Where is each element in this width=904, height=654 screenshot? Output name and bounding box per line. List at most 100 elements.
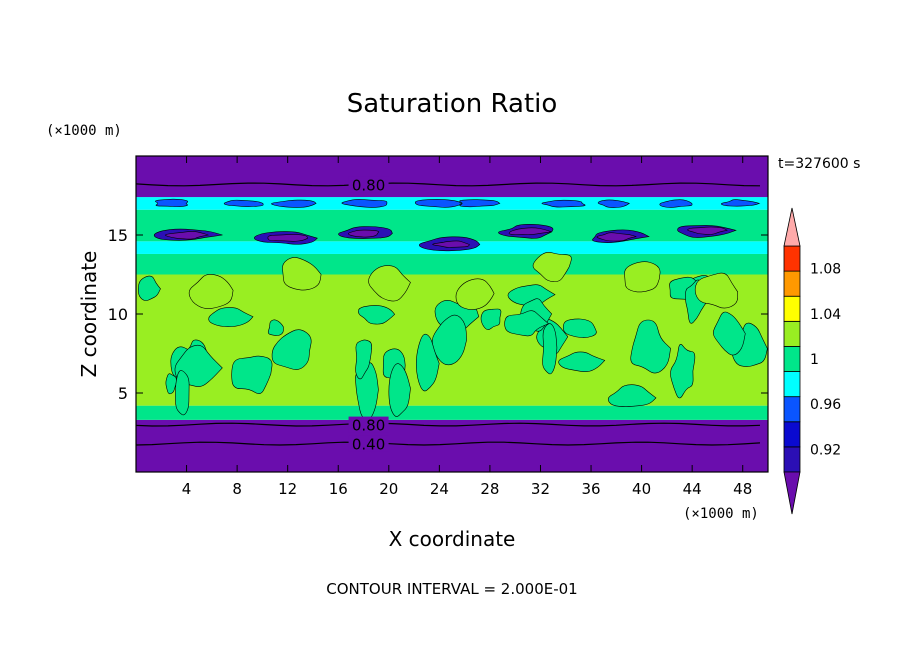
cell-streak-8: [659, 199, 693, 208]
y-tick-label-2: 15: [108, 226, 128, 245]
cell-lime-1: [282, 257, 322, 291]
cell-green-12: [507, 284, 556, 307]
cell-streak-5: [459, 199, 501, 208]
x-tick-label-11: 48: [733, 480, 752, 498]
contour-line-0: [136, 182, 761, 187]
colorbar-swatch-0: [783, 446, 801, 473]
colorbar-swatch-8: [783, 245, 801, 272]
cell-green-33: [558, 351, 606, 373]
cell-green-9: [480, 308, 502, 330]
band-5: [136, 209, 768, 242]
cell-streak-6: [541, 199, 586, 208]
cell-lime-4: [532, 252, 572, 283]
x-tick-label-5: 24: [430, 480, 449, 498]
x-tick-label-0: 4: [182, 480, 192, 498]
colorbar-swatch-2: [783, 396, 801, 423]
cell-streak-3: [341, 199, 388, 208]
x-tick-label-8: 36: [581, 480, 600, 498]
x-tick-label-7: 32: [531, 480, 550, 498]
cell-lime-3: [455, 278, 495, 310]
cell-green-17: [267, 319, 284, 336]
cell-green-1: [357, 305, 396, 325]
colorbar-swatch-5: [783, 320, 801, 347]
cell-green-28: [175, 370, 190, 416]
x-unit-label: (×1000 m): [683, 506, 759, 522]
cell-green-16: [731, 322, 768, 367]
y-unit-label: (×1000 m): [46, 123, 122, 139]
colorbar-label-3: 1.04: [810, 307, 841, 323]
colorbar-over-triangle: [783, 207, 801, 247]
x-tick-label-4: 20: [379, 480, 398, 498]
cell-green-31: [607, 384, 657, 407]
band-7: [136, 156, 768, 198]
cell-streak-2: [271, 199, 317, 208]
cell-streak-4: [414, 199, 463, 208]
cell-purple-4: [508, 227, 552, 235]
cell-green-23: [231, 355, 273, 394]
cell-green-24: [713, 311, 746, 356]
colorbar-swatch-1: [783, 421, 801, 448]
saturation-cells: [137, 198, 768, 420]
y-axis: 5 10 15: [108, 226, 768, 403]
contour-label-bg-1: [348, 416, 389, 433]
y-tick-label-0: 5: [118, 384, 128, 403]
x-tick-label-3: 16: [329, 480, 348, 498]
cell-green-8: [670, 343, 696, 399]
cell-purple-2: [347, 229, 380, 238]
x-tick-label-2: 12: [278, 480, 297, 498]
cell-streak-9: [721, 199, 761, 207]
colorbar-swatch-6: [783, 295, 801, 322]
contour-label-1: 0.80: [352, 417, 385, 435]
colorbar-label-0: 0.92: [810, 442, 841, 458]
cell-purple-3: [432, 240, 470, 248]
colorbar-swatch-4: [783, 346, 801, 372]
cell-green-32: [415, 333, 440, 392]
band-1: [136, 405, 768, 420]
contour-interval-footer: CONTOUR INTERVAL = 2.000E-01: [326, 580, 577, 598]
cell-purple-5: [596, 232, 637, 242]
colorbar-under-triangle: [783, 471, 801, 515]
colorbar: 0.92 0.96 1 1.04 1.08: [783, 207, 841, 515]
cell-green-10: [208, 307, 254, 328]
cell-lime-5: [624, 261, 661, 293]
cell-green-30: [355, 339, 373, 380]
band-0: [136, 419, 768, 472]
cell-green-0: [137, 275, 161, 301]
cell-lime-2: [368, 265, 411, 302]
contour-label-bg-2: [348, 435, 389, 452]
contour-label-bg-0: [348, 176, 389, 193]
cell-green-25: [504, 310, 550, 337]
cell-streak-0: [155, 198, 189, 207]
cell-green-15: [165, 373, 177, 395]
contour-label-2: 0.40: [352, 436, 385, 454]
cell-streak-1: [223, 199, 264, 207]
cell-green-29: [562, 318, 597, 338]
x-tick-label-6: 28: [480, 480, 499, 498]
cell-purple-1: [267, 234, 308, 242]
x-axis-label: X coordinate: [389, 527, 516, 551]
cell-green-26: [630, 319, 671, 374]
cell-green-11: [271, 329, 312, 370]
cell-lime-6: [694, 272, 739, 309]
cell-green-14: [542, 323, 558, 375]
cell-lime-0: [188, 274, 234, 309]
x-tick-label-10: 44: [683, 480, 702, 498]
x-tick-label-9: 40: [632, 480, 651, 498]
colorbar-label-2: 1: [810, 352, 819, 368]
colorbar-label-4: 1.08: [810, 262, 841, 278]
band-3: [136, 253, 768, 275]
y-axis-label: Z coordinate: [77, 251, 101, 378]
time-label: t=327600 s: [778, 156, 860, 172]
x-tick-label-1: 8: [232, 480, 242, 498]
colorbar-label-1: 0.96: [810, 397, 841, 413]
chart-title: Saturation Ratio: [347, 89, 558, 119]
contour-line-1: [136, 422, 761, 427]
cell-purple-6: [687, 226, 728, 235]
y-tick-label-1: 10: [108, 305, 128, 324]
x-axis: 4 8 12 16 20 24 28 32 36 40 44 48: [182, 156, 752, 498]
contour-line-2: [136, 441, 761, 446]
contour-lines: 0.800.800.40: [136, 176, 761, 454]
colorbar-swatch-7: [783, 270, 801, 297]
cell-green-18: [388, 363, 411, 417]
